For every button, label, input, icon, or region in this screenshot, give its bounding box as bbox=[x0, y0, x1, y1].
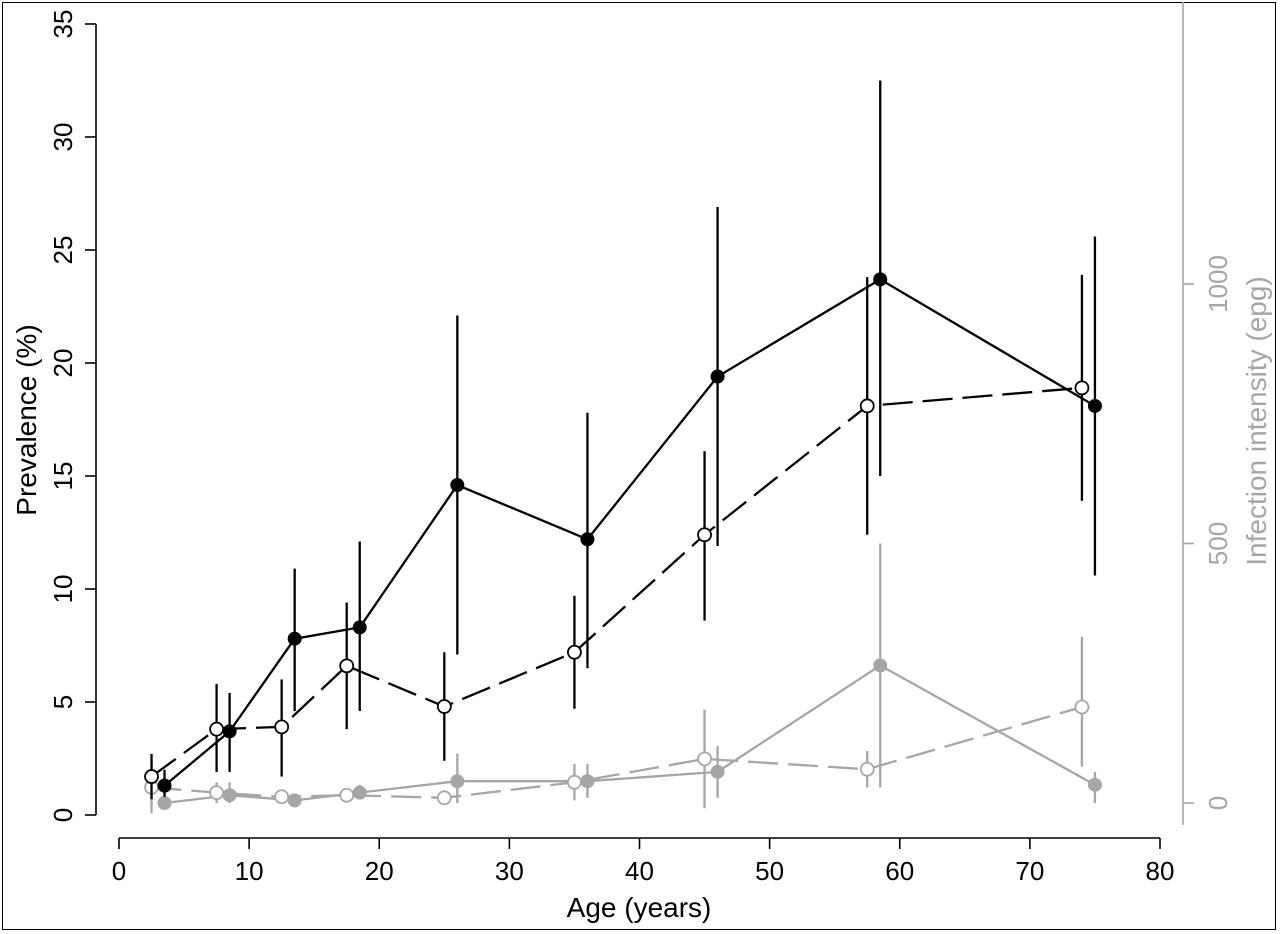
data-point bbox=[1074, 380, 1090, 396]
x-tick-label: 50 bbox=[755, 856, 784, 886]
data-point bbox=[436, 790, 452, 806]
data-point bbox=[222, 788, 237, 803]
data-point bbox=[209, 721, 224, 737]
data-point bbox=[339, 658, 355, 674]
y-right-tick-label: 500 bbox=[1203, 522, 1233, 565]
y-right-axis-title: Infection intensity (epg) bbox=[1241, 276, 1272, 566]
series-line bbox=[163, 278, 1096, 787]
x-tick-label: 30 bbox=[495, 856, 524, 886]
y-left-tick-label: 30 bbox=[48, 123, 78, 152]
data-point bbox=[859, 398, 875, 414]
data-point bbox=[352, 620, 367, 635]
series-0 bbox=[157, 80, 1102, 797]
y-right-tick-label: 1000 bbox=[1203, 255, 1233, 313]
data-point bbox=[436, 699, 452, 714]
data-point bbox=[873, 272, 888, 287]
data-point bbox=[567, 774, 582, 790]
x-tick-label: 0 bbox=[112, 856, 126, 886]
data-point bbox=[157, 796, 172, 810]
data-point bbox=[450, 478, 465, 493]
series-group bbox=[144, 80, 1102, 814]
data-point bbox=[859, 761, 875, 777]
data-point bbox=[697, 527, 712, 543]
x-tick-label: 70 bbox=[1015, 856, 1044, 886]
data-point bbox=[1074, 699, 1090, 715]
series-2 bbox=[157, 543, 1102, 810]
data-point bbox=[209, 785, 224, 801]
axes-group: 0 10 20 30 40 50 60 70 80 0 5 10 15 20 25 30 35 0 500 1000 bbox=[48, 2, 1233, 886]
data-point bbox=[1087, 398, 1102, 413]
data-point bbox=[157, 778, 172, 793]
data-point bbox=[274, 719, 290, 735]
x-tick-label: 20 bbox=[365, 856, 394, 886]
data-point bbox=[287, 631, 302, 646]
y-left-tick-label: 25 bbox=[48, 236, 78, 265]
x-tick-label: 60 bbox=[885, 856, 914, 886]
y-left-tick-label: 15 bbox=[48, 462, 78, 491]
data-point bbox=[144, 769, 159, 784]
y-left-axis-title: Prevalence (%) bbox=[11, 324, 42, 515]
x-tick-label: 40 bbox=[625, 856, 654, 886]
y-left-tick-label: 35 bbox=[48, 10, 78, 39]
x-tick-label: 80 bbox=[1146, 856, 1175, 886]
data-point bbox=[710, 764, 725, 779]
data-point bbox=[873, 658, 888, 673]
series-1 bbox=[144, 274, 1090, 800]
data-point bbox=[1087, 777, 1102, 792]
data-point bbox=[222, 724, 237, 739]
data-point bbox=[567, 644, 582, 660]
series-line bbox=[164, 664, 1096, 805]
data-point bbox=[697, 751, 712, 767]
data-point bbox=[710, 369, 725, 384]
data-point bbox=[274, 789, 290, 805]
y-right-tick-label: 0 bbox=[1203, 796, 1233, 810]
data-point bbox=[339, 787, 355, 803]
y-left-tick-label: 20 bbox=[48, 349, 78, 378]
data-point bbox=[352, 785, 367, 800]
y-left-tick-label: 10 bbox=[48, 575, 78, 604]
y-left-tick-label: 0 bbox=[48, 808, 78, 822]
x-tick-label: 10 bbox=[235, 856, 264, 886]
series-line bbox=[150, 386, 1083, 778]
data-point bbox=[580, 774, 595, 789]
data-point bbox=[450, 774, 465, 789]
x-axis-title: Age (years) bbox=[567, 892, 712, 923]
series-line bbox=[151, 705, 1083, 799]
data-point bbox=[580, 532, 595, 547]
y-left-tick-label: 5 bbox=[48, 695, 78, 709]
